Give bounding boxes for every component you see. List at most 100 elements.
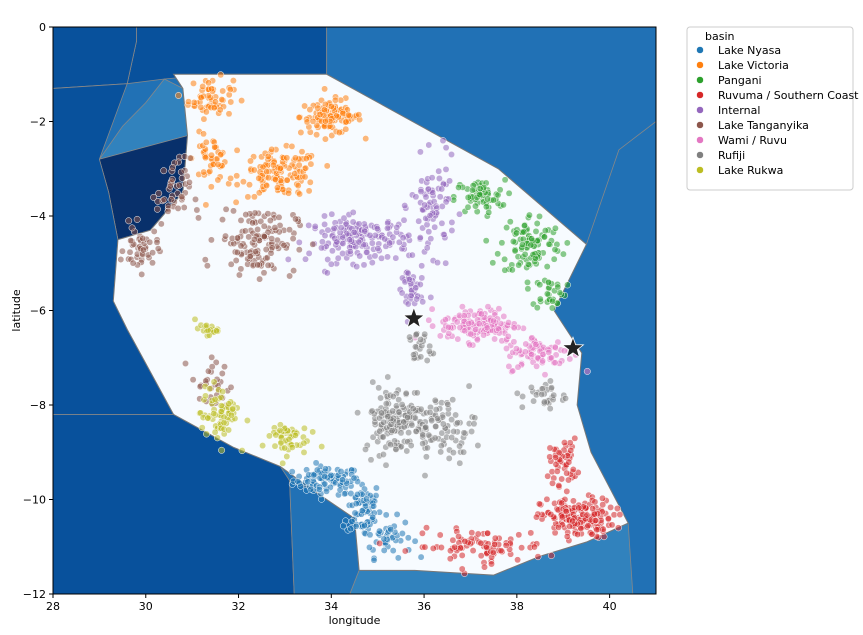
data-point xyxy=(567,446,575,454)
data-point xyxy=(167,196,175,203)
data-point xyxy=(371,252,379,260)
x-tick-label: 30 xyxy=(139,600,153,613)
data-point xyxy=(457,544,465,552)
data-point xyxy=(221,363,228,371)
data-point xyxy=(404,534,412,542)
data-point xyxy=(380,535,388,543)
data-point xyxy=(456,210,463,218)
legend-label: Pangani xyxy=(718,74,762,87)
data-point xyxy=(277,439,285,447)
data-point xyxy=(333,238,341,246)
data-point xyxy=(538,390,546,398)
data-point xyxy=(422,193,430,201)
data-point xyxy=(309,240,317,248)
data-point xyxy=(384,413,392,420)
data-point xyxy=(431,434,439,442)
data-point xyxy=(418,274,426,282)
data-point xyxy=(591,498,599,506)
data-point xyxy=(291,154,299,162)
data-point xyxy=(484,195,491,203)
data-point xyxy=(533,304,541,312)
data-point xyxy=(360,522,368,530)
data-point xyxy=(352,500,360,508)
data-point xyxy=(366,531,374,539)
data-point xyxy=(265,174,272,182)
data-point xyxy=(423,357,431,364)
data-point xyxy=(588,530,596,538)
data-point xyxy=(208,363,216,371)
data-point xyxy=(153,205,161,213)
data-point xyxy=(387,441,394,449)
data-point xyxy=(362,445,369,453)
data-point xyxy=(456,459,464,467)
data-point xyxy=(428,417,436,425)
data-point xyxy=(362,495,370,503)
data-point xyxy=(210,104,218,112)
data-point xyxy=(266,217,274,224)
data-point xyxy=(133,215,141,223)
data-point xyxy=(412,331,420,338)
data-point xyxy=(431,223,439,231)
data-point xyxy=(389,393,397,400)
data-point xyxy=(354,409,362,417)
data-point xyxy=(399,234,407,242)
data-point xyxy=(436,332,444,340)
data-point xyxy=(342,118,350,126)
data-point xyxy=(246,253,254,261)
legend-label: Lake Rukwa xyxy=(718,164,783,177)
data-point xyxy=(247,157,254,165)
data-point xyxy=(415,217,423,225)
data-point xyxy=(283,176,291,184)
data-point xyxy=(175,92,182,99)
data-point xyxy=(366,231,374,239)
data-point xyxy=(374,245,382,252)
data-point xyxy=(204,414,212,422)
data-point xyxy=(505,319,512,327)
data-point xyxy=(305,187,313,195)
data-point xyxy=(413,389,421,397)
data-point xyxy=(569,517,576,525)
data-point xyxy=(321,220,329,228)
data-point xyxy=(485,209,493,216)
legend-marker xyxy=(696,151,704,159)
data-point xyxy=(491,540,499,548)
data-point xyxy=(288,142,296,150)
data-point xyxy=(219,388,227,396)
data-point xyxy=(190,79,197,87)
data-point xyxy=(474,530,482,538)
data-point xyxy=(419,440,427,448)
data-point xyxy=(555,482,563,490)
data-point xyxy=(321,232,329,240)
data-point xyxy=(547,510,555,518)
legend-item: Ruvuma / Southern Coast xyxy=(696,89,859,102)
legend-marker xyxy=(696,136,704,144)
data-point xyxy=(303,118,311,126)
data-point xyxy=(460,448,468,456)
data-point xyxy=(349,208,357,216)
data-point xyxy=(206,167,214,175)
data-point xyxy=(200,168,208,176)
data-point xyxy=(185,98,192,106)
data-point xyxy=(351,509,359,517)
data-point xyxy=(455,533,463,540)
data-point xyxy=(205,367,212,375)
data-point xyxy=(276,165,284,172)
data-point xyxy=(256,275,264,283)
data-point xyxy=(376,427,384,435)
data-point xyxy=(214,176,222,184)
data-point xyxy=(545,348,553,356)
data-point xyxy=(255,189,263,197)
data-point xyxy=(413,295,421,303)
data-point xyxy=(541,371,549,379)
data-point xyxy=(503,345,510,352)
data-point xyxy=(501,255,509,263)
data-point xyxy=(427,293,435,301)
data-point xyxy=(311,222,319,230)
data-point xyxy=(328,132,336,139)
data-point xyxy=(448,434,456,441)
data-point xyxy=(616,511,624,519)
data-point xyxy=(466,341,474,349)
data-point xyxy=(563,239,571,247)
data-point xyxy=(146,238,154,246)
data-point xyxy=(328,247,336,255)
